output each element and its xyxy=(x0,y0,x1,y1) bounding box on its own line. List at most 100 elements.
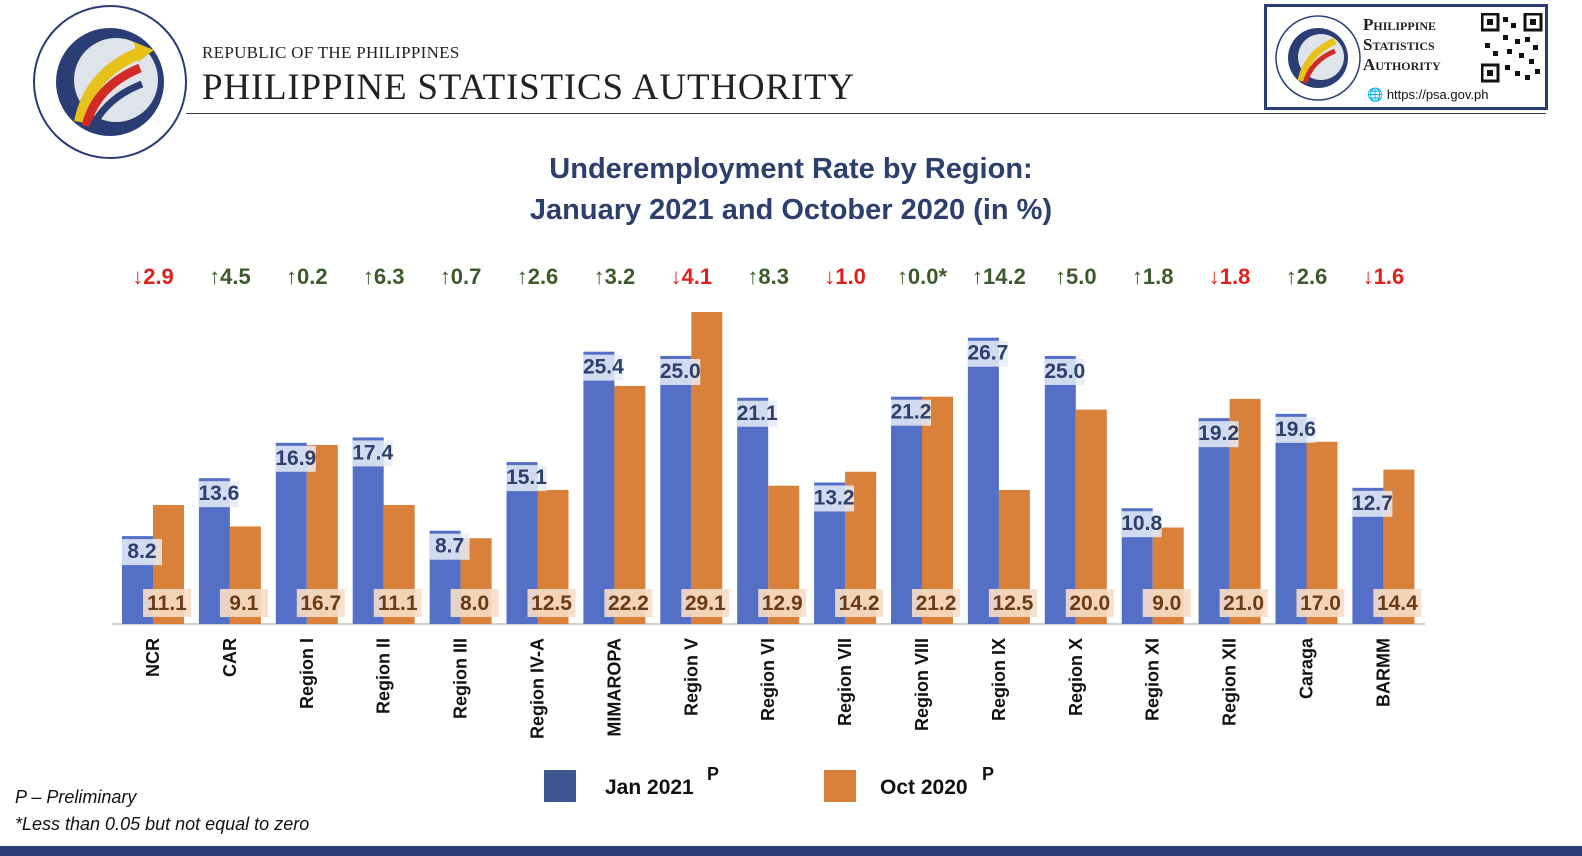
change-label-mimaropa: ↑3.2 xyxy=(594,264,636,289)
label-bg-jan-car xyxy=(198,481,239,508)
bar-jan-2021-region-vi xyxy=(737,397,769,624)
change-label-region-xii: ↓1.8 xyxy=(1209,264,1251,289)
category-label-region-vi: Region VI xyxy=(758,638,778,721)
badge-line-3: Authority xyxy=(1363,55,1441,74)
bar-oct-2020-mimaropa xyxy=(614,385,646,624)
label-bg-jan-region-iv-a xyxy=(506,465,547,492)
data-label-jan-2021-caraga: 19.6 xyxy=(1275,418,1316,441)
footer-bar xyxy=(0,846,1582,856)
change-label-region-vii: ↓1.0 xyxy=(824,264,866,289)
label-bg-jan-region-ix xyxy=(967,340,1008,367)
label-bg-jan-region-i xyxy=(275,445,316,472)
note-preliminary: P – Preliminary xyxy=(15,787,137,807)
change-label-barmm: ↓1.6 xyxy=(1363,264,1405,289)
data-label-jan-2021-region-x: 25.0 xyxy=(1044,360,1085,383)
change-label-region-ix: ↑14.2 xyxy=(972,264,1026,289)
bar-oct-2020-region-viii xyxy=(922,396,953,624)
label-bg-oct-region-v xyxy=(681,589,730,617)
change-label-caraga: ↑2.6 xyxy=(1286,264,1328,289)
label-bg-jan-region-viii xyxy=(891,399,931,426)
change-label-region-xi: ↑1.8 xyxy=(1132,264,1174,289)
data-label-jan-2021-region-iv-a: 15.1 xyxy=(506,466,547,489)
badge-agency-name: Philippine Statistics Authority xyxy=(1363,15,1441,75)
bar-oct-2020-region-x xyxy=(1075,409,1107,624)
label-bg-jan-region-iii xyxy=(429,533,470,560)
change-label-region-x: ↑5.0 xyxy=(1055,264,1097,289)
data-label-oct-2020-region-xi: 9.0 xyxy=(1152,592,1181,615)
change-label-ncr: ↓2.9 xyxy=(132,264,174,289)
bar-jan-2021-region-viii xyxy=(891,396,922,624)
bar-oct-2020-region-v xyxy=(691,312,723,624)
label-bg-jan-region-x xyxy=(1044,358,1085,385)
change-label-region-i: ↑0.2 xyxy=(286,264,328,289)
category-label-region-iv-a: Region IV-A xyxy=(528,638,548,739)
data-label-jan-2021-ncr: 8.2 xyxy=(127,540,156,563)
label-bg-oct-region-i xyxy=(296,589,345,617)
bar-jan-2021-region-x xyxy=(1044,355,1076,624)
data-label-oct-2020-mimaropa: 22.2 xyxy=(608,592,649,615)
chart-title-line-2: January 2021 and October 2020 (in %) xyxy=(529,194,1053,226)
label-bg-oct-region-x xyxy=(1065,589,1114,617)
label-bg-oct-region-xi xyxy=(1142,589,1191,617)
data-label-oct-2020-barmm: 14.4 xyxy=(1377,592,1418,615)
category-label-region-xii: Region XII xyxy=(1220,638,1240,726)
bar-jan-2021-region-ix xyxy=(967,337,999,624)
legend-label-oct-2020: Oct 2020 xyxy=(880,776,968,799)
label-bg-oct-region-vi xyxy=(758,589,807,617)
badge-line-2: Statistics xyxy=(1363,35,1435,54)
psa-badge-seal-icon xyxy=(1275,15,1361,101)
label-bg-oct-mimaropa xyxy=(604,589,653,617)
category-label-region-ii: Region II xyxy=(374,638,394,714)
badge-url-text: https://psa.gov.ph xyxy=(1386,87,1489,102)
label-bg-oct-region-iii xyxy=(450,589,499,617)
legend-swatch-jan-2021 xyxy=(544,770,576,802)
legend-superscript-oct: P xyxy=(982,764,995,784)
psa-badge: Philippine Statistics Authority 🌐 https:… xyxy=(1264,4,1548,110)
note-less-than: *Less than 0.05 but not equal to zero xyxy=(15,814,310,834)
label-bg-oct-region-ix xyxy=(988,589,1037,617)
bar-jan-2021-region-v xyxy=(660,355,692,624)
data-label-oct-2020-region-v: 29.1 xyxy=(685,592,726,615)
category-label-region-x: Region X xyxy=(1066,638,1086,716)
data-label-oct-2020-region-ii: 11.1 xyxy=(378,592,418,615)
bar-chart: 8.2 11.1 ↓2.9 NCR 13.6 9.1 ↑4.5 CAR 16.9 16.7 ↑0.2… xyxy=(112,264,1425,739)
label-bg-jan-region-xii xyxy=(1198,421,1239,448)
label-bg-jan-region-ii xyxy=(352,440,393,467)
chart-title-line-1: Underemployment Rate by Region: xyxy=(549,153,1033,185)
data-label-oct-2020-region-vii: 14.2 xyxy=(839,592,880,615)
data-label-oct-2020-region-iii: 8.0 xyxy=(460,592,489,615)
change-label-region-v: ↓4.1 xyxy=(671,264,713,289)
change-label-region-ii: ↑6.3 xyxy=(363,264,405,289)
category-label-region-v: Region V xyxy=(681,638,701,716)
data-label-oct-2020-region-i: 16.7 xyxy=(300,592,341,615)
label-bg-oct-region-xii xyxy=(1219,589,1268,617)
category-label-mimaropa: MIMAROPA xyxy=(604,638,624,737)
data-label-oct-2020-region-x: 20.0 xyxy=(1069,592,1110,615)
data-label-jan-2021-region-ix: 26.7 xyxy=(967,342,1008,365)
data-label-jan-2021-region-vi: 21.1 xyxy=(737,402,778,425)
label-bg-oct-ncr xyxy=(143,589,191,617)
category-label-caraga: Caraga xyxy=(1297,637,1317,699)
data-label-jan-2021-region-vii: 13.2 xyxy=(814,486,855,509)
label-bg-oct-region-ii xyxy=(373,589,422,617)
change-label-car: ↑4.5 xyxy=(209,264,251,289)
category-label-barmm: BARMM xyxy=(1373,638,1393,707)
data-label-jan-2021-car: 13.6 xyxy=(198,482,239,505)
category-label-region-xi: Region XI xyxy=(1143,638,1163,721)
globe-icon: 🌐 xyxy=(1367,87,1384,102)
header-agency-name: PHILIPPINE STATISTICS AUTHORITY xyxy=(202,67,855,108)
legend-superscript-jan: P xyxy=(707,764,720,784)
change-label-region-iv-a: ↑2.6 xyxy=(517,264,559,289)
data-label-oct-2020-ncr: 11.1 xyxy=(147,592,187,615)
legend-swatch-oct-2020 xyxy=(824,770,856,802)
label-bg-jan-barmm xyxy=(1352,490,1393,517)
badge-line-1: Philippine xyxy=(1363,15,1437,34)
data-label-oct-2020-car: 9.1 xyxy=(229,592,259,615)
category-label-car: CAR xyxy=(220,638,240,677)
category-label-region-i: Region I xyxy=(297,638,317,709)
label-bg-jan-region-vii xyxy=(814,485,855,512)
data-label-oct-2020-region-iv-a: 12.5 xyxy=(531,592,572,615)
data-label-jan-2021-region-viii: 21.2 xyxy=(891,401,932,424)
data-label-oct-2020-region-xii: 21.0 xyxy=(1223,592,1264,615)
change-label-region-vi: ↑8.3 xyxy=(747,264,789,289)
